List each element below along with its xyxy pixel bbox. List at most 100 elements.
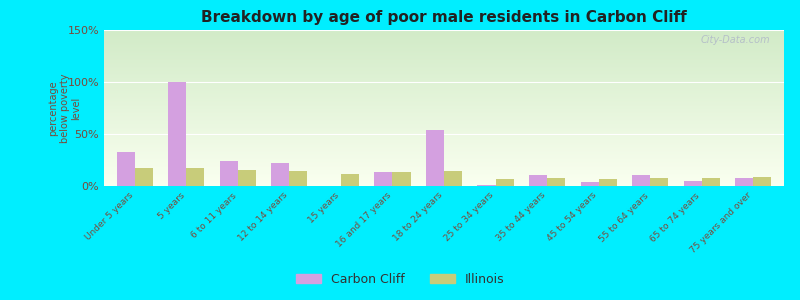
- Bar: [104, 108, 784, 109]
- Bar: [168, 82, 186, 186]
- Bar: [104, 178, 784, 179]
- Bar: [104, 146, 784, 147]
- Bar: [186, 168, 205, 186]
- Bar: [104, 35, 784, 36]
- Bar: [104, 149, 784, 150]
- Bar: [104, 48, 784, 49]
- Bar: [104, 156, 784, 157]
- Bar: [104, 39, 784, 40]
- Bar: [104, 73, 784, 74]
- Bar: [702, 178, 720, 186]
- Bar: [104, 88, 784, 89]
- Bar: [104, 103, 784, 104]
- Bar: [104, 99, 784, 100]
- Bar: [104, 158, 784, 159]
- Bar: [104, 57, 784, 58]
- Bar: [104, 161, 784, 162]
- Bar: [104, 120, 784, 121]
- Bar: [104, 59, 784, 60]
- Bar: [104, 151, 784, 152]
- Bar: [104, 129, 784, 130]
- Bar: [104, 150, 784, 151]
- Bar: [104, 41, 784, 42]
- Bar: [581, 182, 598, 186]
- Y-axis label: percentage
below poverty
level: percentage below poverty level: [48, 73, 82, 143]
- Bar: [104, 134, 784, 135]
- Bar: [444, 171, 462, 186]
- Bar: [104, 145, 784, 146]
- Bar: [104, 62, 784, 63]
- Bar: [104, 182, 784, 183]
- Bar: [104, 72, 784, 73]
- Bar: [135, 168, 153, 186]
- Bar: [271, 163, 290, 186]
- Bar: [104, 117, 784, 118]
- Bar: [495, 179, 514, 186]
- Bar: [104, 74, 784, 75]
- Bar: [104, 104, 784, 105]
- Bar: [104, 171, 784, 172]
- Bar: [104, 147, 784, 148]
- Bar: [104, 70, 784, 71]
- Bar: [104, 169, 784, 170]
- Bar: [104, 85, 784, 86]
- Bar: [529, 175, 547, 186]
- Bar: [104, 77, 784, 78]
- Bar: [104, 61, 784, 62]
- Bar: [104, 148, 784, 149]
- Bar: [104, 34, 784, 35]
- Bar: [104, 97, 784, 98]
- Bar: [104, 113, 784, 114]
- Bar: [104, 126, 784, 127]
- Bar: [341, 173, 359, 186]
- Bar: [104, 65, 784, 66]
- Bar: [104, 92, 784, 93]
- Bar: [104, 132, 784, 133]
- Bar: [104, 138, 784, 139]
- Bar: [104, 68, 784, 69]
- Bar: [104, 105, 784, 106]
- Bar: [104, 93, 784, 94]
- Bar: [104, 130, 784, 131]
- Bar: [104, 42, 784, 43]
- Bar: [104, 173, 784, 174]
- Bar: [104, 67, 784, 68]
- Bar: [426, 130, 444, 186]
- Bar: [104, 159, 784, 160]
- Bar: [104, 75, 784, 76]
- Bar: [104, 163, 784, 164]
- Bar: [104, 86, 784, 87]
- Bar: [104, 166, 784, 167]
- Bar: [104, 180, 784, 181]
- Bar: [683, 181, 702, 186]
- Bar: [104, 139, 784, 140]
- Bar: [104, 95, 784, 96]
- Bar: [104, 143, 784, 144]
- Bar: [104, 32, 784, 33]
- Bar: [104, 155, 784, 156]
- Bar: [104, 135, 784, 136]
- Bar: [104, 50, 784, 51]
- Bar: [104, 176, 784, 177]
- Bar: [393, 172, 410, 186]
- Bar: [104, 185, 784, 186]
- Bar: [104, 111, 784, 112]
- Title: Breakdown by age of poor male residents in Carbon Cliff: Breakdown by age of poor male residents …: [201, 10, 687, 25]
- Bar: [104, 60, 784, 61]
- Bar: [104, 179, 784, 180]
- Bar: [104, 78, 784, 79]
- Bar: [104, 53, 784, 54]
- Bar: [104, 102, 784, 103]
- Bar: [104, 96, 784, 97]
- Bar: [104, 184, 784, 185]
- Bar: [104, 31, 784, 32]
- Bar: [104, 144, 784, 145]
- Bar: [104, 30, 784, 31]
- Bar: [104, 160, 784, 161]
- Bar: [104, 82, 784, 83]
- Bar: [290, 171, 307, 186]
- Bar: [547, 178, 565, 186]
- Bar: [104, 170, 784, 171]
- Bar: [104, 137, 784, 138]
- Bar: [104, 162, 784, 163]
